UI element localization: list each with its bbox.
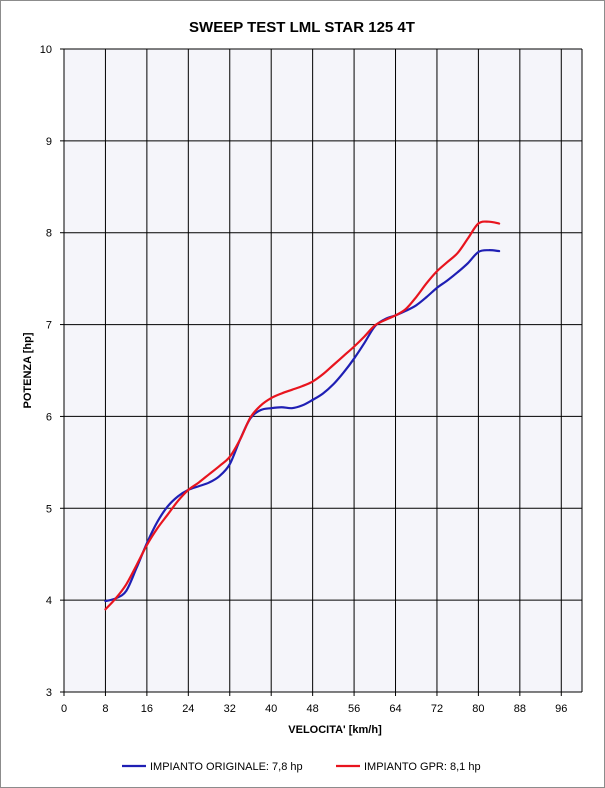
x-tick-label: 32 xyxy=(224,703,236,715)
series-lines xyxy=(104,220,501,611)
y-tick-label: 6 xyxy=(46,411,52,423)
x-tick-label: 80 xyxy=(472,703,484,715)
legend: IMPIANTO ORIGINALE: 7,8 hp IMPIANTO GPR: … xyxy=(122,761,481,773)
y-tick-label: 10 xyxy=(40,44,52,56)
x-tick-label: 0 xyxy=(61,703,67,715)
legend-label-1: IMPIANTO ORIGINALE: 7,8 hp xyxy=(150,761,303,773)
plot-background xyxy=(64,49,582,692)
x-tick-label: 24 xyxy=(182,703,194,715)
x-tick-label: 56 xyxy=(348,703,360,715)
x-tick-label: 88 xyxy=(514,703,526,715)
plot-area xyxy=(64,49,582,692)
y-tick-label: 8 xyxy=(46,228,52,240)
x-tick-label: 72 xyxy=(431,703,443,715)
series-line-1 xyxy=(104,249,501,603)
x-axis-title: VELOCITA' [km/h] xyxy=(288,724,382,736)
x-tick-label: 96 xyxy=(555,703,567,715)
legend-label-2: IMPIANTO GPR: 8,1 hp xyxy=(364,761,481,773)
x-tick-label: 48 xyxy=(307,703,319,715)
y-tick-label: 5 xyxy=(46,503,52,515)
x-axis-ticks: 0 8 16 24 32 40 48 56 64 72 80 88 96 xyxy=(61,692,567,715)
y-tick-label: 7 xyxy=(46,320,52,332)
chart-title: SWEEP TEST LML STAR 125 4T xyxy=(189,19,415,36)
x-tick-label: 64 xyxy=(389,703,401,715)
x-tick-label: 8 xyxy=(102,703,108,715)
x-tick-label: 40 xyxy=(265,703,277,715)
y-tick-label: 3 xyxy=(46,687,52,699)
y-tick-label: 9 xyxy=(46,136,52,148)
y-axis-ticks: 3 4 5 6 7 8 9 10 xyxy=(40,44,64,699)
x-tick-label: 16 xyxy=(141,703,153,715)
series-line-2 xyxy=(104,220,501,611)
grid xyxy=(63,48,583,696)
y-tick-label: 4 xyxy=(46,595,52,607)
y-axis-title: POTENZA [hp] xyxy=(22,332,34,408)
